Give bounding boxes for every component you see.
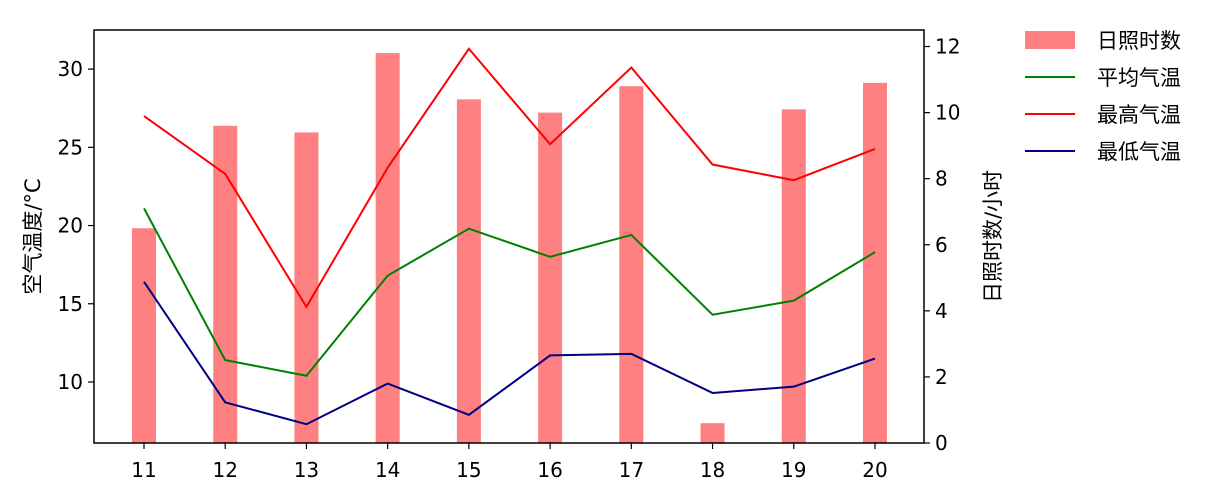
sunshine-bar — [375, 53, 400, 444]
y-right-tick-label: 10 — [935, 101, 960, 125]
sunshine-bar — [863, 82, 887, 443]
sunshine-bar — [538, 112, 563, 443]
x-tick-label: 18 — [700, 458, 725, 482]
legend-label: 日照时数 — [1097, 29, 1181, 53]
y-right-tick-label: 4 — [935, 299, 948, 323]
temperature-line-2 — [143, 281, 876, 426]
legend-label: 平均气温 — [1097, 66, 1181, 90]
axes-layer: 11 12 13 14 15 16 17 18 19 20 10 15 20 25 30 0 2 4 6 8 10 12 空… — [21, 29, 1005, 482]
x-tick-label: 13 — [294, 458, 319, 482]
y-right-axis-title: 日照时数/小时 — [981, 170, 1005, 303]
x-tick-label: 16 — [537, 458, 562, 482]
legend-label: 最高气温 — [1097, 103, 1181, 127]
sunshine-bar — [132, 228, 156, 443]
y-left-axis-title: 空气温度/°C — [21, 178, 45, 294]
legend-swatch-bar — [1025, 31, 1075, 49]
y-left-tick-label: 30 — [58, 57, 83, 81]
y-right-tick-label: 2 — [935, 365, 948, 389]
sunshine-bar — [781, 109, 806, 444]
x-tick-label: 15 — [456, 458, 481, 482]
sunshine-bar — [700, 423, 725, 443]
y-left-tick-label: 20 — [58, 214, 83, 238]
x-tick-label: 12 — [212, 458, 237, 482]
plot-frame — [93, 29, 925, 444]
x-tick-label: 17 — [619, 458, 644, 482]
y-left-tick-label: 25 — [58, 135, 83, 159]
lines-layer — [143, 47, 876, 426]
sunshine-bar — [294, 132, 319, 443]
sunshine-bar — [456, 99, 481, 443]
legend-label: 最低气温 — [1097, 140, 1181, 164]
temperature-line-0 — [143, 207, 876, 377]
y-left-tick-label: 10 — [58, 370, 83, 394]
x-tick-label: 11 — [131, 458, 156, 482]
y-left-tick-label: 15 — [58, 292, 83, 316]
y-right-tick-label: 0 — [935, 431, 948, 455]
x-tick-label: 20 — [862, 458, 887, 482]
y-right-tick-label: 6 — [935, 233, 948, 257]
temperature-line-1 — [143, 47, 876, 309]
x-tick-label: 14 — [375, 458, 400, 482]
sunshine-bar — [619, 86, 644, 443]
y-right-tick-label: 12 — [935, 35, 960, 59]
y-right-tick-label: 8 — [935, 167, 948, 191]
x-tick-label: 19 — [781, 458, 806, 482]
